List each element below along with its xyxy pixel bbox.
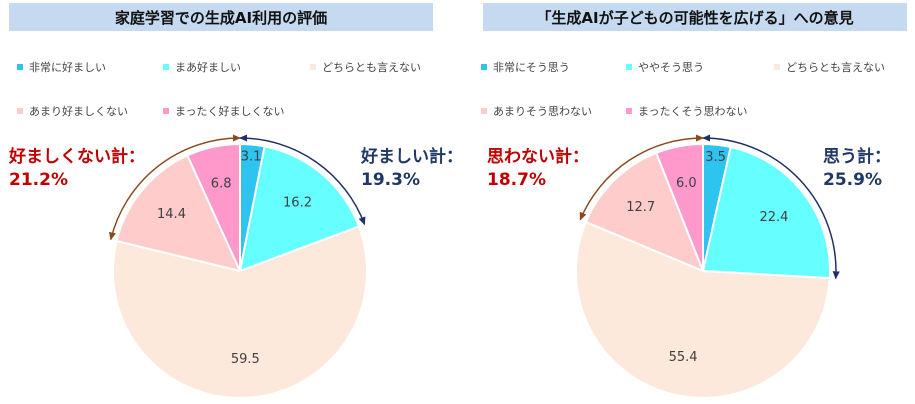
legend-swatch (481, 108, 487, 114)
legend-label: まったくそう思わない (638, 105, 748, 118)
pie-chart: 3.1 16.2 59.5 14.4 6.8 (108, 134, 368, 399)
legend-item: 非常に好ましい (17, 59, 106, 75)
slice-value-label: 55.4 (669, 350, 698, 365)
legend-label: どちらとも言えない (786, 61, 885, 74)
chart-title: 家庭学習での生成AI利用の評価 (9, 3, 433, 31)
legend-label: まったく好ましくない (175, 105, 285, 118)
slice-cat3 (112, 225, 368, 399)
slice-value-label: 3.1 (241, 150, 262, 165)
pie-chart: 3.5 22.4 55.4 12.7 6.0 (575, 134, 840, 399)
legend-swatch (626, 64, 632, 70)
chart-panel-right: 「生成AIが子どもの可能性を広げる」への意見 非常にそう思う ややそう思う どち… (458, 0, 915, 404)
legend-label: まあ好ましい (175, 61, 241, 74)
legend-swatch (626, 108, 632, 114)
legend-swatch (481, 64, 487, 70)
negative-bracket-arc (579, 134, 704, 221)
negative-total-label: 好ましくない計： (9, 147, 145, 167)
negative-bracket-arc (108, 134, 241, 241)
negative-total-value: 18.7% (487, 170, 546, 190)
legend-item: まあ好ましい (163, 59, 241, 75)
slice-value-label: 59.5 (231, 352, 260, 367)
slice-value-label: 22.4 (759, 210, 788, 225)
legend-item: まったく好ましくない (163, 103, 285, 119)
legend-swatch (774, 64, 780, 70)
legend-item: あまりそう思わない (481, 103, 592, 119)
legend-label: ややそう思う (638, 61, 704, 74)
positive-total-label: 好ましい計： (361, 147, 463, 167)
legend-item: 非常にそう思う (481, 59, 570, 75)
chart-title: 「生成AIが子どもの可能性を広げる」への意見 (483, 3, 907, 31)
positive-total-label: 思う計： (823, 147, 891, 167)
legend-swatch (17, 108, 23, 114)
negative-total: 好ましくない計： 21.2% (9, 146, 145, 192)
positive-total: 思う計： 25.9% (823, 146, 891, 192)
legend-item: どちらとも言えない (310, 59, 421, 75)
positive-bracket-arc (239, 134, 366, 226)
slice-value-label: 14.4 (157, 207, 186, 222)
slice-value-label: 3.5 (705, 150, 726, 165)
positive-bracket-arc (702, 134, 840, 280)
positive-total-value: 25.9% (823, 170, 882, 190)
slice-value-label: 12.7 (626, 200, 655, 215)
negative-total-label: 思わない計： (487, 147, 589, 167)
legend-item: まったくそう思わない (626, 103, 748, 119)
legend-item: ややそう思う (626, 59, 704, 75)
legend-label: あまりそう思わない (493, 105, 592, 118)
chart-panel-left: 家庭学習での生成AI利用の評価 非常に好ましい まあ好ましい どちらとも言えない… (0, 0, 463, 404)
legend-swatch (163, 64, 169, 70)
legend-item: あまり好ましくない (17, 103, 128, 119)
slice-value-label: 6.8 (211, 177, 232, 192)
legend-item: どちらとも言えない (774, 59, 885, 75)
legend-label: どちらとも言えない (322, 61, 421, 74)
legend-swatch (17, 64, 23, 70)
slice-cat3 (575, 220, 831, 399)
legend-label: 非常にそう思う (493, 61, 570, 74)
legend-swatch (310, 64, 316, 70)
legend-label: 非常に好ましい (29, 61, 106, 74)
negative-total-value: 21.2% (9, 170, 68, 190)
positive-total: 好ましい計： 19.3% (361, 146, 463, 192)
positive-total-value: 19.3% (361, 170, 420, 190)
legend-label: あまり好ましくない (29, 105, 128, 118)
legend-swatch (163, 108, 169, 114)
slice-value-label: 16.2 (283, 196, 312, 211)
negative-total: 思わない計： 18.7% (487, 146, 589, 192)
slice-value-label: 6.0 (676, 176, 697, 191)
